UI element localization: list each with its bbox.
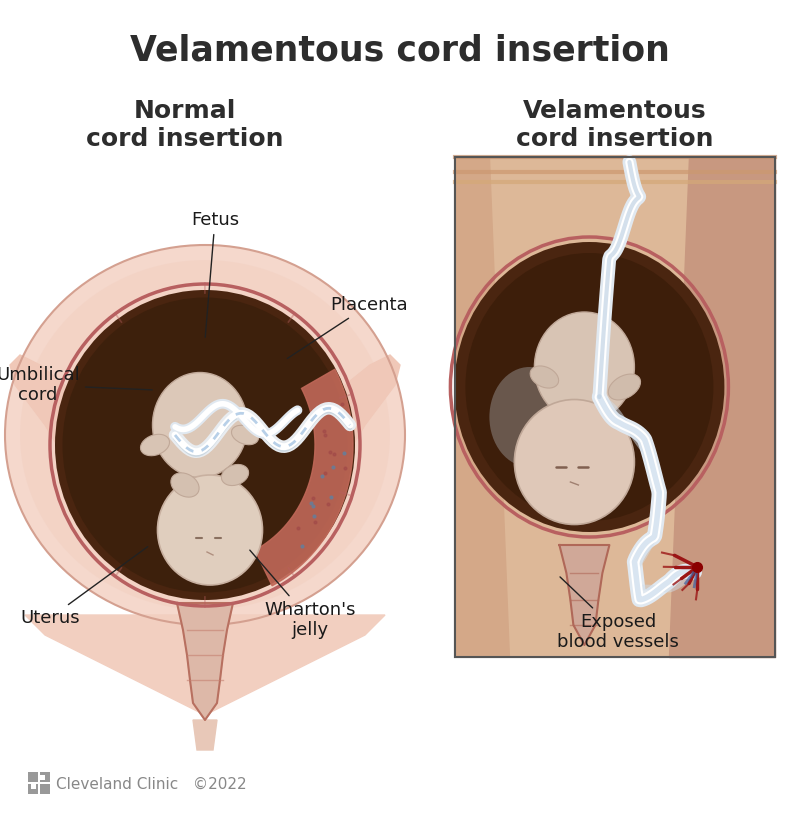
Ellipse shape <box>530 366 558 388</box>
Polygon shape <box>559 545 610 645</box>
Polygon shape <box>670 157 775 657</box>
Polygon shape <box>255 370 353 586</box>
Ellipse shape <box>534 312 634 422</box>
Text: Velamentous cord insertion: Velamentous cord insertion <box>130 33 670 67</box>
Polygon shape <box>177 603 233 720</box>
Ellipse shape <box>466 253 714 521</box>
Polygon shape <box>455 157 510 657</box>
Bar <box>40 772 50 782</box>
Ellipse shape <box>222 464 249 486</box>
Bar <box>455 157 775 657</box>
Ellipse shape <box>454 242 725 532</box>
Bar <box>40 784 50 794</box>
Ellipse shape <box>153 373 247 477</box>
Bar <box>455 157 775 657</box>
Text: Wharton's
jelly: Wharton's jelly <box>250 550 356 639</box>
Ellipse shape <box>62 297 347 593</box>
Text: Uterus: Uterus <box>20 546 148 627</box>
Text: Exposed
blood vessels: Exposed blood vessels <box>557 577 679 651</box>
Text: Fetus: Fetus <box>191 211 239 337</box>
Ellipse shape <box>171 473 199 497</box>
Ellipse shape <box>158 475 262 585</box>
Polygon shape <box>193 720 217 750</box>
Bar <box>28 772 38 782</box>
Text: Umbilical
cord: Umbilical cord <box>0 365 152 404</box>
Text: Normal
cord insertion: Normal cord insertion <box>86 99 284 151</box>
Polygon shape <box>345 355 400 445</box>
Bar <box>31 784 36 789</box>
Bar <box>455 157 775 657</box>
Ellipse shape <box>55 290 355 600</box>
Ellipse shape <box>141 435 170 456</box>
Ellipse shape <box>490 367 570 467</box>
Text: Velamentous
cord insertion: Velamentous cord insertion <box>516 99 714 151</box>
Polygon shape <box>25 615 385 715</box>
Text: Placenta: Placenta <box>287 296 408 359</box>
Bar <box>28 784 38 794</box>
Text: Cleveland Clinic   ©2022: Cleveland Clinic ©2022 <box>56 776 246 792</box>
Ellipse shape <box>20 260 390 610</box>
Ellipse shape <box>514 399 634 524</box>
Ellipse shape <box>5 245 405 625</box>
Polygon shape <box>10 355 65 445</box>
Ellipse shape <box>608 374 641 400</box>
Ellipse shape <box>231 425 258 444</box>
Bar <box>40 775 45 780</box>
